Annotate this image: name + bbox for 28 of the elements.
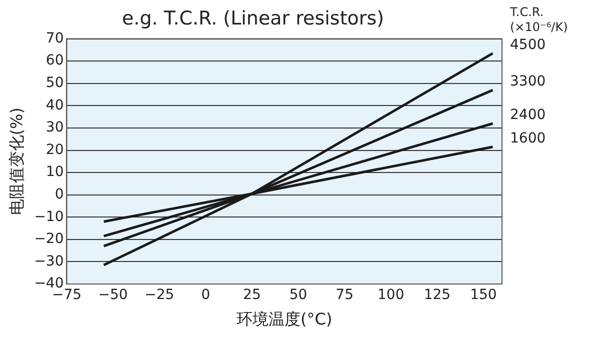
y-axis-title: 电阻值变化(%) [6,108,26,216]
x-tick-label: 0 [201,287,210,304]
y-tick-label: 20 [46,142,64,158]
x-tick-label: 50 [289,287,308,304]
y-tick-label: 70 [46,30,64,46]
y-tick-label: −30 [34,253,64,270]
y-tick-label: 30 [46,120,64,136]
x-tick-label: −50 [98,287,128,304]
series-label: 4500 [510,36,546,53]
x-tick-label: 150 [470,287,497,304]
x-tick-label: 25 [243,287,261,304]
chart-title: e.g. T.C.R. (Linear resistors) [122,7,384,30]
x-tick-label: 100 [378,287,404,304]
x-axis-title: 环境温度(°C) [236,310,332,329]
y-tick-label: 50 [46,75,64,92]
y-tick-label: 40 [46,97,64,114]
y-tick-label: 60 [46,52,64,69]
legend-title: T.C.R. (×10⁻⁶/K) [509,5,568,34]
x-tick-label: 75 [336,287,354,304]
series-label: 1600 [510,130,546,147]
series-label: 3300 [510,74,546,90]
y-tick-label: 10 [46,164,64,180]
y-tick-label: −20 [34,231,64,248]
x-tick-label: 125 [424,287,451,304]
y-tick-label: 0 [54,186,64,202]
x-tick-label: −25 [144,287,174,304]
y-tick-label: −10 [34,208,64,225]
series-label: 2400 [510,107,546,124]
